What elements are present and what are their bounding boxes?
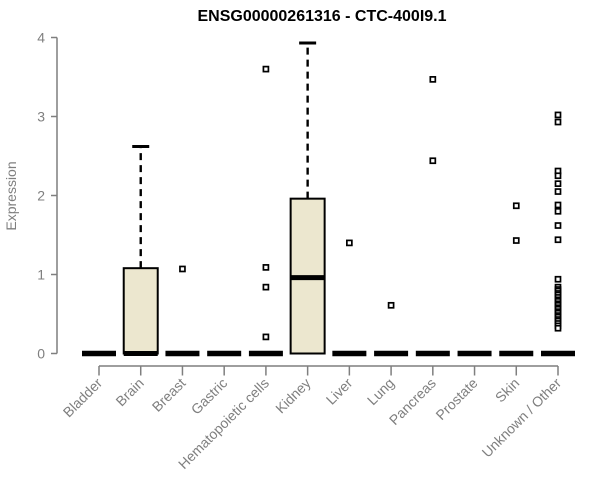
outlier-point — [512, 202, 520, 210]
y-tick-label: 2 — [37, 188, 45, 204]
boxplot-brain — [122, 145, 159, 356]
outlier-point — [554, 236, 562, 244]
boxplot-hematopoietic-cells — [248, 65, 283, 357]
outlier-point — [346, 239, 353, 247]
y-axis-label: Expression — [3, 161, 19, 230]
outlier-point — [262, 65, 270, 73]
outlier-point — [262, 283, 270, 291]
outlier-point — [262, 333, 270, 341]
x-tick-label-brain: Brain — [112, 375, 146, 409]
y-axis: 0 1 2 3 4 — [37, 30, 58, 362]
y-tick-label: 4 — [37, 30, 45, 46]
outlier-point — [554, 111, 562, 119]
box-rect — [122, 267, 159, 355]
outlier-point — [554, 324, 562, 332]
boxplot-kidney — [289, 41, 326, 355]
x-tick-label-breast: Breast — [149, 375, 189, 415]
boxplot-breast — [165, 265, 200, 357]
y-tick-label: 0 — [37, 346, 45, 362]
outlier-point — [554, 222, 562, 229]
outlier-point — [554, 180, 562, 187]
outlier-point — [554, 207, 562, 215]
outlier-point — [554, 201, 562, 209]
outlier-point — [512, 237, 520, 244]
x-tick-label-skin: Skin — [492, 375, 523, 406]
x-tick-label-kidney: Kidney — [272, 375, 314, 417]
chart-title: ENSG00000261316 - CTC-400I9.1 — [197, 8, 446, 25]
y-tick-label: 1 — [37, 267, 45, 283]
boxplot-pancreas — [415, 76, 450, 357]
outlier-point — [554, 188, 562, 195]
outlier-point — [387, 301, 395, 309]
x-tick-label-bladder: Bladder — [60, 375, 106, 421]
boxplot-liver — [332, 239, 367, 357]
boxplot-unknown-other — [541, 111, 575, 357]
outlier-point — [262, 264, 270, 271]
outlier-point — [554, 172, 562, 180]
x-tick-label-unknown-other: Unknown / Other — [479, 375, 565, 461]
boxplot-lung — [374, 301, 409, 357]
outlier-point — [429, 76, 437, 83]
outlier-point — [179, 265, 186, 273]
x-tick-label-prostate: Prostate — [432, 375, 480, 423]
boxplot-skin — [499, 202, 534, 357]
x-tick-label-lung: Lung — [364, 375, 397, 408]
y-tick-label: 3 — [37, 109, 45, 125]
outlier-point — [554, 118, 562, 126]
outlier-point — [554, 275, 562, 283]
outlier-point — [429, 157, 437, 165]
x-tick-label-liver: Liver — [323, 375, 356, 408]
